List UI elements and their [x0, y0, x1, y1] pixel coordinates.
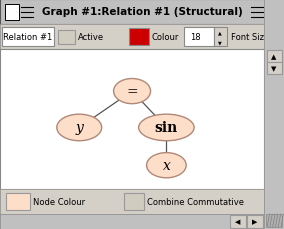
Text: ▲: ▲ [218, 30, 222, 35]
Text: Relation #1: Relation #1 [3, 33, 52, 41]
Text: ▼: ▼ [272, 66, 277, 72]
FancyBboxPatch shape [230, 215, 246, 228]
Text: sin: sin [155, 121, 178, 135]
Text: x: x [162, 158, 170, 172]
FancyBboxPatch shape [5, 5, 19, 20]
Text: Combine Commutative: Combine Commutative [147, 197, 244, 206]
Text: ◀: ◀ [235, 218, 241, 224]
Ellipse shape [147, 153, 186, 178]
FancyBboxPatch shape [266, 63, 282, 75]
Text: Active: Active [78, 33, 104, 41]
Ellipse shape [139, 115, 194, 141]
FancyBboxPatch shape [247, 215, 263, 228]
Text: =: = [126, 85, 138, 99]
FancyBboxPatch shape [58, 30, 75, 44]
Ellipse shape [57, 115, 102, 141]
Text: ▼: ▼ [218, 40, 222, 45]
Ellipse shape [114, 79, 151, 104]
FancyBboxPatch shape [6, 193, 30, 210]
FancyBboxPatch shape [266, 214, 282, 227]
FancyBboxPatch shape [129, 29, 149, 46]
FancyBboxPatch shape [214, 28, 227, 47]
FancyBboxPatch shape [124, 193, 144, 210]
Text: Graph #1:Relation #1 (Structural): Graph #1:Relation #1 (Structural) [42, 7, 242, 17]
Text: Font Size: Font Size [231, 33, 269, 41]
Text: ▶: ▶ [252, 218, 258, 224]
Text: Node Colour: Node Colour [33, 197, 85, 206]
FancyBboxPatch shape [2, 28, 54, 47]
Text: y: y [75, 121, 83, 135]
FancyBboxPatch shape [183, 28, 214, 47]
Text: ▲: ▲ [272, 54, 277, 60]
Text: Colour: Colour [151, 33, 179, 41]
Text: 18: 18 [190, 33, 201, 41]
FancyBboxPatch shape [266, 51, 282, 63]
FancyBboxPatch shape [267, 5, 281, 20]
